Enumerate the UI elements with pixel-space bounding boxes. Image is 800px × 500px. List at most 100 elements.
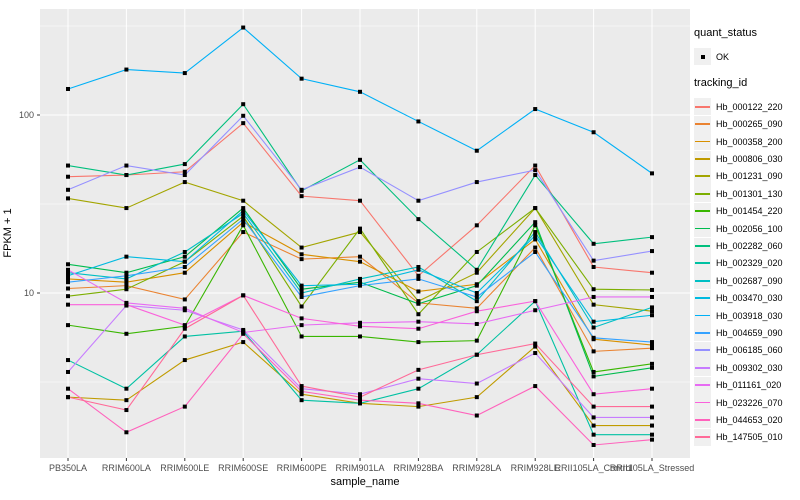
legend-item-Hb_002329_020: Hb_002329_020 <box>694 254 798 272</box>
legend-key-box <box>694 394 711 412</box>
data-point <box>591 349 596 354</box>
data-point <box>533 220 538 225</box>
data-point <box>533 384 538 389</box>
data-point <box>358 198 362 203</box>
data-point <box>124 273 129 278</box>
data-point <box>474 309 479 314</box>
data-point <box>650 305 654 310</box>
data-point <box>241 208 246 213</box>
data-point <box>358 89 362 94</box>
data-point <box>416 276 421 281</box>
data-point <box>474 148 479 153</box>
x-tick-label: RRII105LA_Control <box>555 463 633 473</box>
data-point <box>358 276 362 281</box>
data-point <box>416 198 421 203</box>
x-tick-label: PB350LA <box>49 463 87 473</box>
legend-item-Hb_023226_070: Hb_023226_070 <box>694 394 798 412</box>
data-point <box>182 169 187 174</box>
data-point <box>299 398 304 403</box>
legend-key-box <box>694 324 711 342</box>
data-point <box>66 386 70 391</box>
x-tick-label: RRIM600LE <box>160 463 209 473</box>
data-point <box>533 249 538 254</box>
data-point <box>533 163 538 168</box>
data-point <box>591 258 596 263</box>
legend-item-label: Hb_002282_060 <box>716 241 783 252</box>
data-point <box>358 392 362 397</box>
data-point <box>650 270 654 275</box>
data-point <box>591 369 596 374</box>
data-point <box>66 395 70 400</box>
data-point <box>124 276 129 281</box>
data-point <box>241 217 246 222</box>
legend-item-Hb_000265_090: Hb_000265_090 <box>694 115 798 133</box>
data-point <box>66 302 70 307</box>
data-point <box>358 157 362 162</box>
legend-line-swatch <box>695 227 710 230</box>
legend-line-swatch <box>695 175 710 178</box>
data-point <box>591 335 596 340</box>
data-point <box>241 211 246 216</box>
data-point <box>474 395 479 400</box>
data-point <box>474 180 479 185</box>
data-point <box>66 369 70 374</box>
legend-item-label: Hb_000358_200 <box>716 136 783 147</box>
data-point <box>650 423 654 428</box>
data-point <box>299 334 304 339</box>
data-point <box>299 287 304 292</box>
data-point <box>533 351 538 356</box>
data-point <box>474 223 479 228</box>
data-point <box>474 270 479 275</box>
legend-title-quant-status: quant_status <box>694 27 757 39</box>
legend-item-label: Hb_002056_100 <box>716 223 783 234</box>
data-point <box>591 130 596 135</box>
legend-item-label: Hb_003470_030 <box>716 293 783 304</box>
data-point <box>299 252 304 257</box>
data-point <box>124 283 129 288</box>
data-point <box>591 287 596 292</box>
data-point <box>416 299 421 304</box>
data-point <box>299 389 304 394</box>
data-point <box>650 340 654 345</box>
data-point <box>66 270 70 275</box>
legend-key-box <box>694 133 711 151</box>
x-tick-label: RRIM928LE <box>511 463 560 473</box>
legend-key-box <box>694 167 711 185</box>
data-point <box>182 297 187 302</box>
legend-item-label: Hb_009302_030 <box>716 362 783 373</box>
legend-item-Hb_147505_010: Hb_147505_010 <box>694 428 798 446</box>
legend-item-label: Hb_004659_090 <box>716 327 783 338</box>
data-point <box>416 326 421 331</box>
data-point <box>591 325 596 330</box>
data-point <box>650 365 654 370</box>
data-point <box>474 338 479 343</box>
data-point <box>650 386 654 391</box>
data-point <box>533 299 538 304</box>
legend-key-box <box>694 428 711 446</box>
legend-key-box <box>694 411 711 429</box>
data-point <box>591 374 596 379</box>
legend-item-Hb_003918_030: Hb_003918_030 <box>694 307 798 325</box>
data-point <box>474 381 479 386</box>
data-point <box>299 384 304 389</box>
data-point <box>66 294 70 299</box>
legend-item-label: Hb_006185_060 <box>716 345 783 356</box>
data-point <box>591 423 596 428</box>
data-point <box>416 217 421 222</box>
data-point <box>299 257 304 262</box>
data-point <box>124 386 129 391</box>
data-point <box>182 71 187 76</box>
legend-item-Hb_002687_090: Hb_002687_090 <box>694 272 798 290</box>
data-point <box>591 319 596 324</box>
data-point <box>299 76 304 81</box>
data-point <box>66 262 70 267</box>
data-point <box>533 308 538 313</box>
data-point <box>591 294 596 299</box>
data-point <box>650 432 654 437</box>
legend-key-box <box>694 202 711 220</box>
legend-key-box <box>694 115 711 133</box>
data-point <box>241 230 246 235</box>
data-point <box>299 316 304 321</box>
data-point <box>358 283 362 288</box>
x-tick-label: RRIM600LA <box>102 463 151 473</box>
